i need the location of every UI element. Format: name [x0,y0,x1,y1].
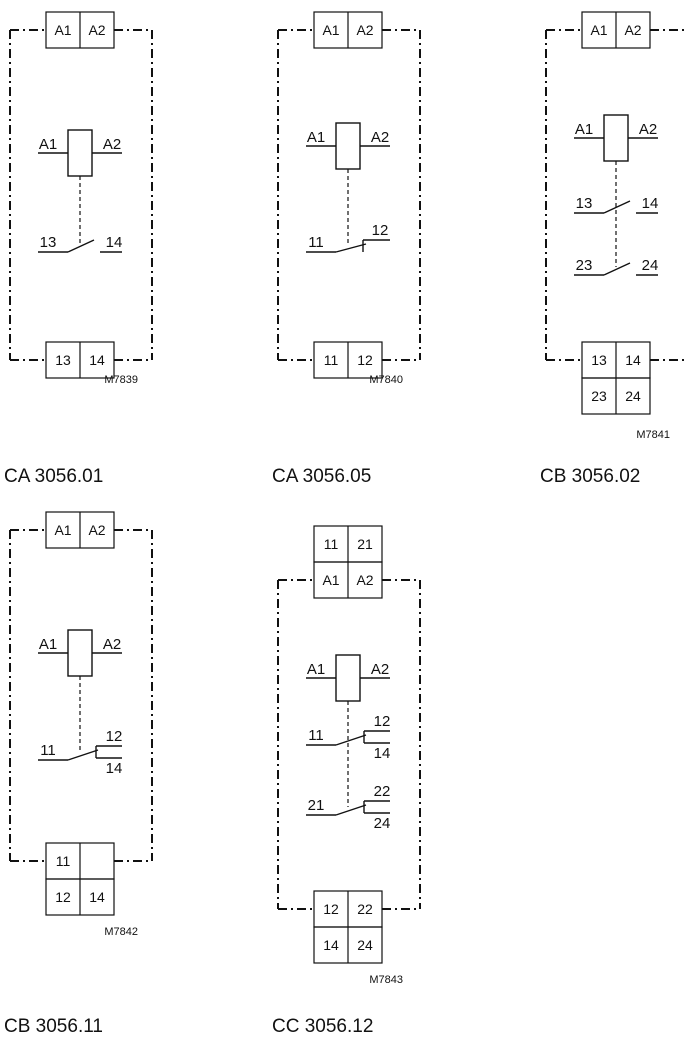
coil-label-right-3: A2 [103,636,121,653]
bottom-terminals-2-terminal-13: 13 [591,352,607,368]
diagram-cb-3056-02: A1 A2 13 14 23 24 A1 A2 13 14 23 24 M7841 [545,11,684,441]
coil-label-right-0: A2 [103,136,121,153]
bottom-terminals-2-terminal-24: 24 [625,388,641,404]
contact-4-1-label-no: 24 [374,815,391,832]
contact-0-0-blade [67,239,95,253]
coil-2 [603,114,629,162]
top-terminals-2-terminal-A1: A1 [590,22,607,38]
top-terminals-4-terminal-A1: A1 [322,572,339,588]
caption-ca-3056-01: CA 3056.01 [4,466,104,487]
coil-label-right-4: A2 [371,661,389,678]
bottom-terminals-3-terminal-14: 14 [89,889,105,905]
contact-1-0-blade [335,243,367,253]
bottom-terminals-2-terminal-14: 14 [625,352,641,368]
caption-cb-3056-11: CB 3056.11 [4,1016,103,1037]
contact-1-0-label-right: 12 [372,222,389,239]
contact-4-1-label-nc: 22 [374,783,391,800]
caption-cc-3056-12: CC 3056.12 [272,1016,374,1037]
contact-4-0-label-left: 11 [308,727,324,744]
drawing-code-2: M7841 [636,429,670,441]
drawing-code-1: M7840 [369,374,403,386]
top-terminals-4-terminal-A2: A2 [356,572,373,588]
coil-label-left-0: A1 [39,136,57,153]
coil-0 [67,129,93,177]
bottom-terminals-4-terminal-12: 12 [323,901,339,917]
contact-2-1-label-right: 24 [642,257,659,274]
coil-label-left-3: A1 [39,636,57,653]
bottom-terminals-1-terminal-12: 12 [357,352,373,368]
coil-label-left-4: A1 [307,661,325,678]
contact-2-0-label-left: 13 [576,195,593,212]
contact-4-1-blade [335,804,367,816]
top-terminals-3-terminal-A2: A2 [88,522,105,538]
bottom-terminals-2-terminal-23: 23 [591,388,607,404]
above-terminals-4-terminal-21: 21 [357,536,373,552]
caption-ca-3056-05: CA 3056.05 [272,466,372,487]
bottom-terminals-4-terminal-24: 24 [357,937,373,953]
contact-3-0-label-left: 11 [40,742,56,759]
top-terminals-0-terminal-A2: A2 [88,22,105,38]
top-terminals-1-terminal-A2: A2 [356,22,373,38]
contact-0-0-label-right: 14 [106,234,123,251]
top-terminals-3-terminal-A1: A1 [54,522,71,538]
drawing-code-4: M7843 [369,974,403,986]
coil-label-right-1: A2 [371,129,389,146]
caption-cb-3056-02: CB 3056.02 [540,466,641,487]
diagram-cc-3056-12: 11 21 A1 A2 12 22 14 24 A1 A2 11 12 14 21 22 24 M7843 [277,525,421,986]
coil-label-left-2: A1 [575,121,593,138]
bottom-terminals-0-terminal-14: 14 [89,352,105,368]
contact-2-1-label-left: 23 [576,257,593,274]
bottom-terminals-3-terminal-11: 11 [56,853,71,869]
coil-label-left-1: A1 [307,129,325,146]
bottom-terminals-0-terminal-13: 13 [55,352,71,368]
top-terminals-1-terminal-A1: A1 [322,22,339,38]
contact-2-1-blade [603,262,631,276]
diagram-ca-3056-01: A1 A2 13 14 A1 A2 13 14 M7839 [9,11,153,386]
bottom-terminals-1-terminal-11: 11 [324,352,339,368]
contact-2-0-label-right: 14 [642,195,659,212]
top-terminals-0-terminal-A1: A1 [54,22,71,38]
top-terminals-2-terminal-A2: A2 [624,22,641,38]
contact-3-0-label-no: 14 [106,760,123,777]
coil-label-right-2: A2 [639,121,657,138]
contact-2-0-blade [603,200,631,214]
bottom-terminals-4-terminal-14: 14 [323,937,339,953]
diagram-cb-3056-11: A1 A2 11 12 14 A1 A2 11 12 14 M7842 [9,511,153,938]
coil-4 [335,654,361,702]
contact-4-0-label-nc: 12 [374,713,391,730]
bottom-terminals-3-terminal-12: 12 [55,889,71,905]
contact-4-1-label-left: 21 [308,797,325,814]
drawing-code-0: M7839 [104,374,138,386]
contact-4-0-blade [335,734,367,746]
contact-3-0-blade [67,749,99,761]
above-terminals-4-terminal-11: 11 [324,536,339,552]
diagram-ca-3056-05: A1 A2 11 12 A1 A2 11 12 M7840 [277,11,421,386]
coil-3 [67,629,93,677]
contact-4-0-label-no: 14 [374,745,391,762]
contact-3-0-label-nc: 12 [106,728,123,745]
contact-0-0-label-left: 13 [40,234,57,251]
bottom-terminals-4-terminal-22: 22 [357,901,373,917]
coil-1 [335,122,361,170]
contact-1-0-label-left: 11 [308,234,324,251]
drawing-code-3: M7842 [104,926,138,938]
